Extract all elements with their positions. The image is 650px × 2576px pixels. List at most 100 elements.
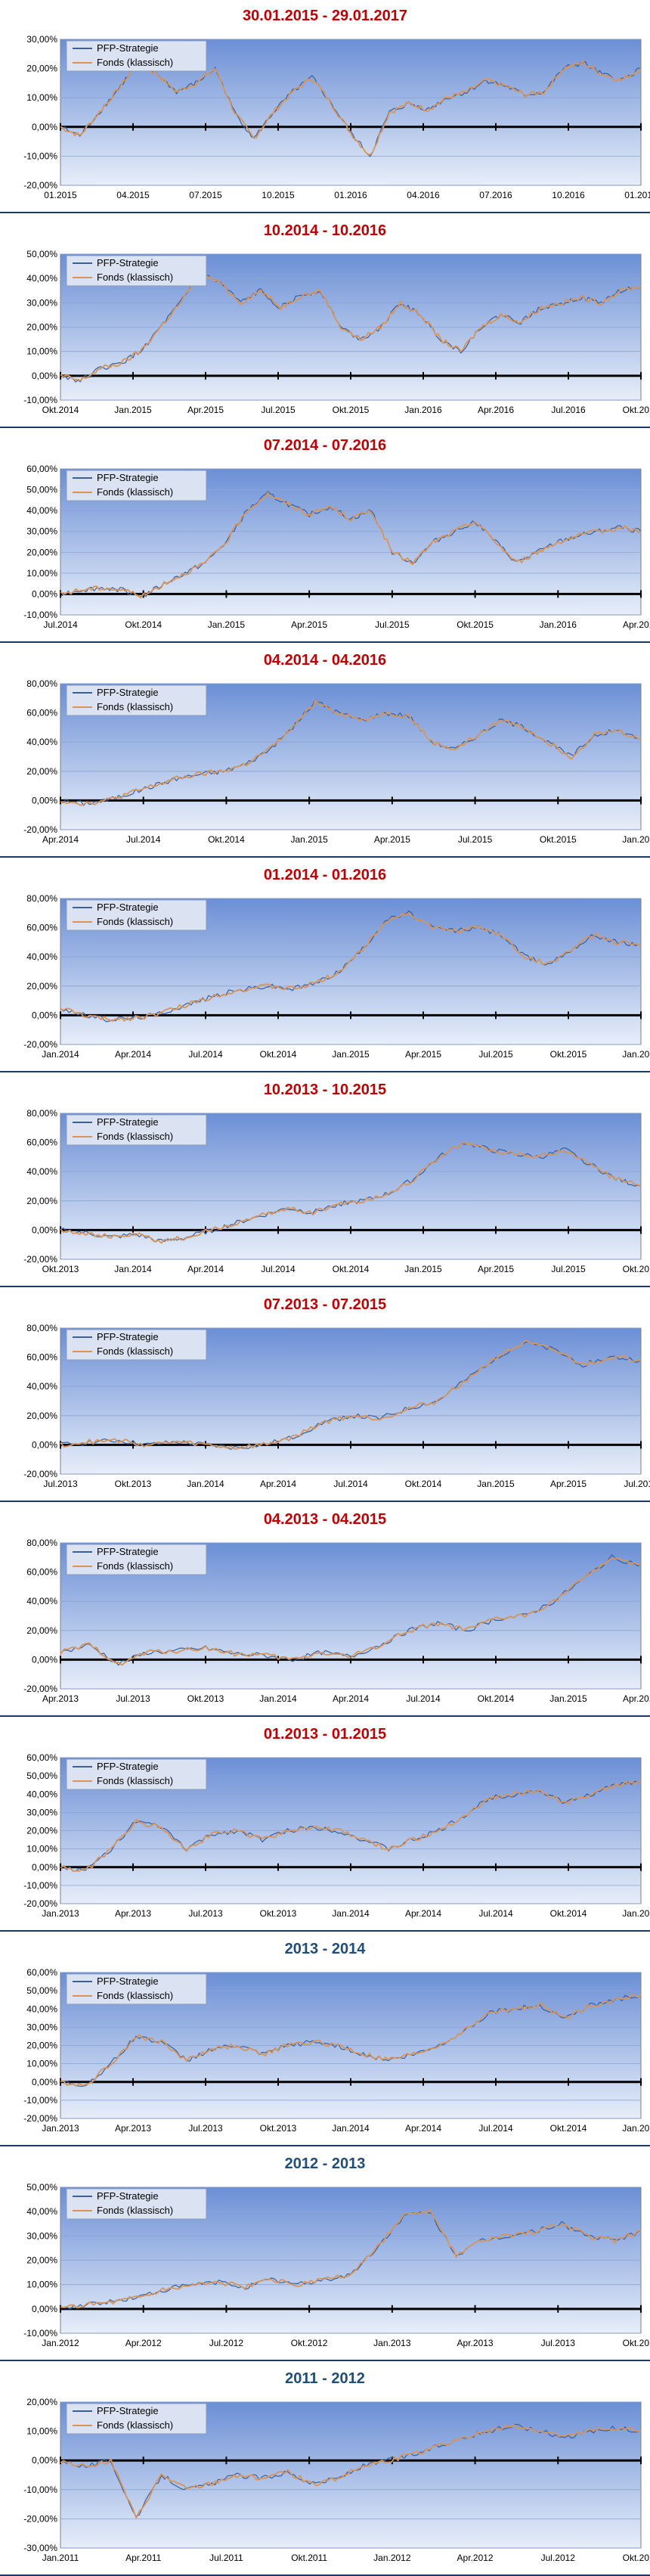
y-tick-label: 20,00% [26, 1411, 57, 1421]
legend: PFP-Strategie Fonds (klassisch) [66, 470, 207, 501]
x-tick-label: Jul.2015 [624, 1479, 650, 1489]
y-tick-label: 20,00% [26, 2041, 57, 2051]
series-line-fund [60, 60, 642, 156]
x-tick-label: Jan.2014 [332, 2123, 370, 2134]
chart-panel: 2011 - 2012 -30,00% -20,00% -10,00% 0,00% 10,… [0, 2363, 650, 2576]
y-tick-label: -20,00% [23, 180, 57, 191]
legend: PFP-Strategie Fonds (klassisch) [66, 899, 207, 931]
y-tick-label: 30,00% [26, 34, 57, 45]
x-tick-label: Apr.2012 [457, 2553, 494, 2563]
legend-box [66, 2403, 207, 2435]
line-chart: -20,00% 0,00% 20,00% 40,00% 60,00% 80,00% Jul.… [23, 1323, 650, 1489]
y-tick-label: 20,00% [26, 2255, 57, 2266]
legend-label-strategy: PFP-Strategie [97, 687, 159, 698]
series-line-fund [60, 2208, 642, 2309]
y-tick-label: 80,00% [26, 1538, 57, 1548]
legend-box [66, 684, 207, 716]
x-tick-label: Jan.2012 [42, 2338, 79, 2348]
y-tick-label: 20,00% [26, 1196, 57, 1206]
x-tick-label: 07.2016 [479, 190, 512, 200]
legend-label-strategy: PFP-Strategie [97, 1116, 159, 1128]
legend-box [66, 1114, 207, 1146]
x-tick-label: 10.2016 [552, 190, 585, 200]
x-tick-label: Jan.2015 [290, 834, 328, 845]
legend-label-fund: Fonds (klassisch) [97, 2419, 173, 2431]
x-tick-label: Jan.2016 [540, 619, 577, 630]
x-tick-label: Okt.2012 [291, 2338, 328, 2348]
x-tick-label: 04.2015 [116, 190, 150, 200]
x-tick-label: Okt.2015 [623, 1264, 650, 1274]
x-tick-label: Apr.2014 [260, 1479, 296, 1489]
x-tick-label: Apr.2013 [115, 2123, 151, 2134]
x-tick-label: Jan.2015 [622, 1908, 650, 1919]
x-tick-label: Jul.2014 [478, 2123, 513, 2134]
x-tick-label: Apr.2013 [457, 2338, 494, 2348]
x-tick-label: Jul.2013 [188, 1908, 223, 1919]
x-tick-label: Apr.2014 [187, 1264, 224, 1274]
chart-title: 2011 - 2012 [285, 2370, 365, 2387]
y-tick-label: 10,00% [26, 2426, 57, 2437]
series-line-fund [60, 271, 642, 382]
y-tick-label: 80,00% [26, 1108, 57, 1119]
legend-label-strategy: PFP-Strategie [97, 1761, 159, 1772]
line-chart: -20,00% -10,00% 0,00% 10,00% 20,00% 30,00% 40,… [23, 1752, 650, 1919]
x-tick-label: Jan.2012 [373, 2553, 411, 2563]
x-tick-label: Jul.2015 [375, 619, 410, 630]
y-tick-label: 60,00% [26, 1967, 57, 1978]
x-tick-label: Jan.2013 [373, 2338, 411, 2348]
y-tick-label: 10,00% [26, 92, 57, 103]
legend-label-fund: Fonds (klassisch) [97, 57, 173, 68]
y-tick-label: -20,00% [23, 1039, 57, 1050]
x-tick-label: Jan.2015 [114, 405, 152, 415]
y-tick-label: 0,00% [32, 795, 57, 805]
y-tick-label: 0,00% [32, 1010, 57, 1020]
legend-box [66, 1758, 207, 1790]
x-tick-label: Jul.2013 [116, 1693, 150, 1704]
legend: PFP-Strategie Fonds (klassisch) [66, 684, 207, 716]
y-tick-label: 0,00% [32, 1224, 57, 1235]
legend-label-fund: Fonds (klassisch) [97, 1560, 173, 1572]
y-tick-label: 40,00% [26, 1166, 57, 1177]
y-tick-label: 60,00% [26, 1137, 57, 1148]
legend: PFP-Strategie Fonds (klassisch) [66, 1973, 207, 2005]
x-tick-label: Apr.2015 [187, 405, 224, 415]
x-tick-label: Okt.2013 [42, 1264, 79, 1274]
x-tick-label: Jul.2014 [126, 834, 161, 845]
y-tick-label: 50,00% [26, 2182, 57, 2193]
legend-label-strategy: PFP-Strategie [97, 902, 159, 913]
chart-title: 01.2014 - 01.2016 [263, 867, 387, 883]
y-tick-label: 30,00% [26, 1807, 57, 1817]
x-tick-label: Apr.2013 [115, 1908, 151, 1919]
x-tick-label: Apr.2014 [115, 1049, 151, 1060]
x-tick-label: Jul.2014 [478, 1908, 513, 1919]
y-tick-label: 60,00% [26, 1567, 57, 1578]
series-line-fund [60, 1141, 642, 1244]
y-tick-label: 80,00% [26, 893, 57, 904]
x-tick-label: 04.2016 [407, 190, 440, 200]
x-tick-label: Okt.2014 [208, 834, 245, 845]
legend: PFP-Strategie Fonds (klassisch) [66, 40, 207, 72]
legend-label-strategy: PFP-Strategie [97, 472, 159, 483]
legend-label-strategy: PFP-Strategie [97, 1546, 159, 1557]
x-tick-label: Apr.2013 [42, 1693, 79, 1704]
legend-box [66, 1329, 207, 1361]
y-tick-label: 60,00% [26, 1352, 57, 1363]
y-tick-label: 40,00% [26, 2206, 57, 2217]
y-tick-label: 10,00% [26, 346, 57, 357]
legend-box [66, 899, 207, 931]
x-tick-label: Okt.2015 [550, 1049, 587, 1060]
chart-title: 2013 - 2014 [284, 1941, 366, 1957]
y-tick-label: -10,00% [23, 395, 57, 405]
y-tick-label: -10,00% [23, 2484, 57, 2495]
y-tick-label: 60,00% [26, 708, 57, 718]
series-line-fund [60, 492, 642, 599]
series-line-fund [60, 2424, 642, 2519]
x-tick-label: Jan.2011 [42, 2553, 79, 2563]
y-tick-label: 30,00% [26, 297, 57, 308]
y-tick-label: 50,00% [26, 1985, 57, 1996]
y-tick-label: 80,00% [26, 1323, 57, 1333]
y-tick-label: 40,00% [26, 2003, 57, 2014]
legend-label-strategy: PFP-Strategie [97, 1975, 159, 1987]
chart-panel: 04.2014 - 04.2016 -20,00% 0,00% 20,00% 40,00… [0, 644, 650, 858]
